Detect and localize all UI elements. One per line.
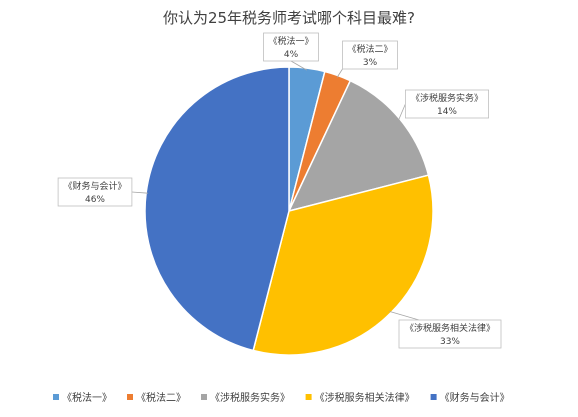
data-label-3: 《涉税服务实务》 14% bbox=[404, 89, 489, 119]
leader-line-4 bbox=[389, 311, 420, 321]
legend-swatch-4 bbox=[305, 394, 312, 400]
data-labels: 《税法一》 4% 《税法二》 3% 《涉税服务实务》 14% 《涉税服务相关法律》 33% 《财… bbox=[57, 32, 502, 349]
legend-swatch-2 bbox=[127, 394, 133, 400]
legend-swatch-5 bbox=[430, 394, 437, 400]
legend-label-2: 《税法二》 bbox=[136, 391, 186, 404]
leader-line-3 bbox=[398, 103, 406, 121]
data-label-category-4: 《涉税服务相关法律》 bbox=[405, 322, 495, 334]
data-label-category-2: 《税法二》 bbox=[347, 43, 392, 55]
data-label-value-3: 14% bbox=[437, 107, 457, 117]
legend-label-4: 《涉税服务相关法律》 bbox=[315, 391, 415, 404]
legend-label-3: 《涉税服务实务》 bbox=[210, 391, 290, 404]
data-label-box-5 bbox=[57, 177, 133, 207]
data-label-5: 《财务与会计》 46% bbox=[57, 177, 133, 207]
data-label-value-1: 4% bbox=[284, 50, 299, 60]
data-label-box-4 bbox=[398, 319, 502, 349]
legend-item-1: 《税法一》 bbox=[53, 391, 112, 404]
leader-line-1 bbox=[290, 60, 307, 71]
data-label-value-2: 3% bbox=[363, 58, 378, 68]
data-label-box-1 bbox=[263, 32, 319, 62]
legend-swatch-3 bbox=[201, 394, 207, 400]
leader-lines bbox=[131, 60, 420, 321]
legend-swatch-1 bbox=[53, 394, 59, 400]
data-label-1: 《税法一》 4% bbox=[263, 32, 319, 62]
legend-item-4: 《涉税服务相关法律》 bbox=[305, 391, 415, 404]
legend-item-2: 《税法二》 bbox=[127, 391, 186, 404]
legend-item-3: 《涉税服务实务》 bbox=[201, 391, 290, 404]
pie-slices bbox=[144, 66, 434, 356]
legend: 《税法一》 《税法二》 《涉税服务实务》 《涉税服务相关法律》 《财务与会计》 bbox=[53, 391, 510, 404]
chart-title: 你认为25年税务师考试哪个科目最难? bbox=[163, 9, 415, 27]
leader-line-2 bbox=[336, 68, 343, 78]
data-label-box-3 bbox=[404, 89, 489, 119]
leader-line-5 bbox=[131, 191, 149, 194]
legend-label-5: 《财务与会计》 bbox=[440, 391, 510, 404]
data-label-category-3: 《涉税服务实务》 bbox=[411, 92, 483, 104]
data-label-category-5: 《财务与会计》 bbox=[63, 180, 126, 192]
data-label-box-2 bbox=[342, 40, 398, 70]
legend-item-5: 《财务与会计》 bbox=[430, 391, 510, 404]
data-label-category-1: 《税法一》 bbox=[268, 35, 313, 47]
data-label-value-5: 46% bbox=[85, 195, 105, 205]
data-label-2: 《税法二》 3% bbox=[342, 40, 398, 70]
data-label-4: 《涉税服务相关法律》 33% bbox=[398, 319, 502, 349]
pie-slice-4 bbox=[252, 174, 434, 356]
pie-slice-3 bbox=[287, 79, 430, 213]
legend-label-1: 《税法一》 bbox=[62, 391, 112, 404]
data-label-value-4: 33% bbox=[440, 337, 460, 347]
